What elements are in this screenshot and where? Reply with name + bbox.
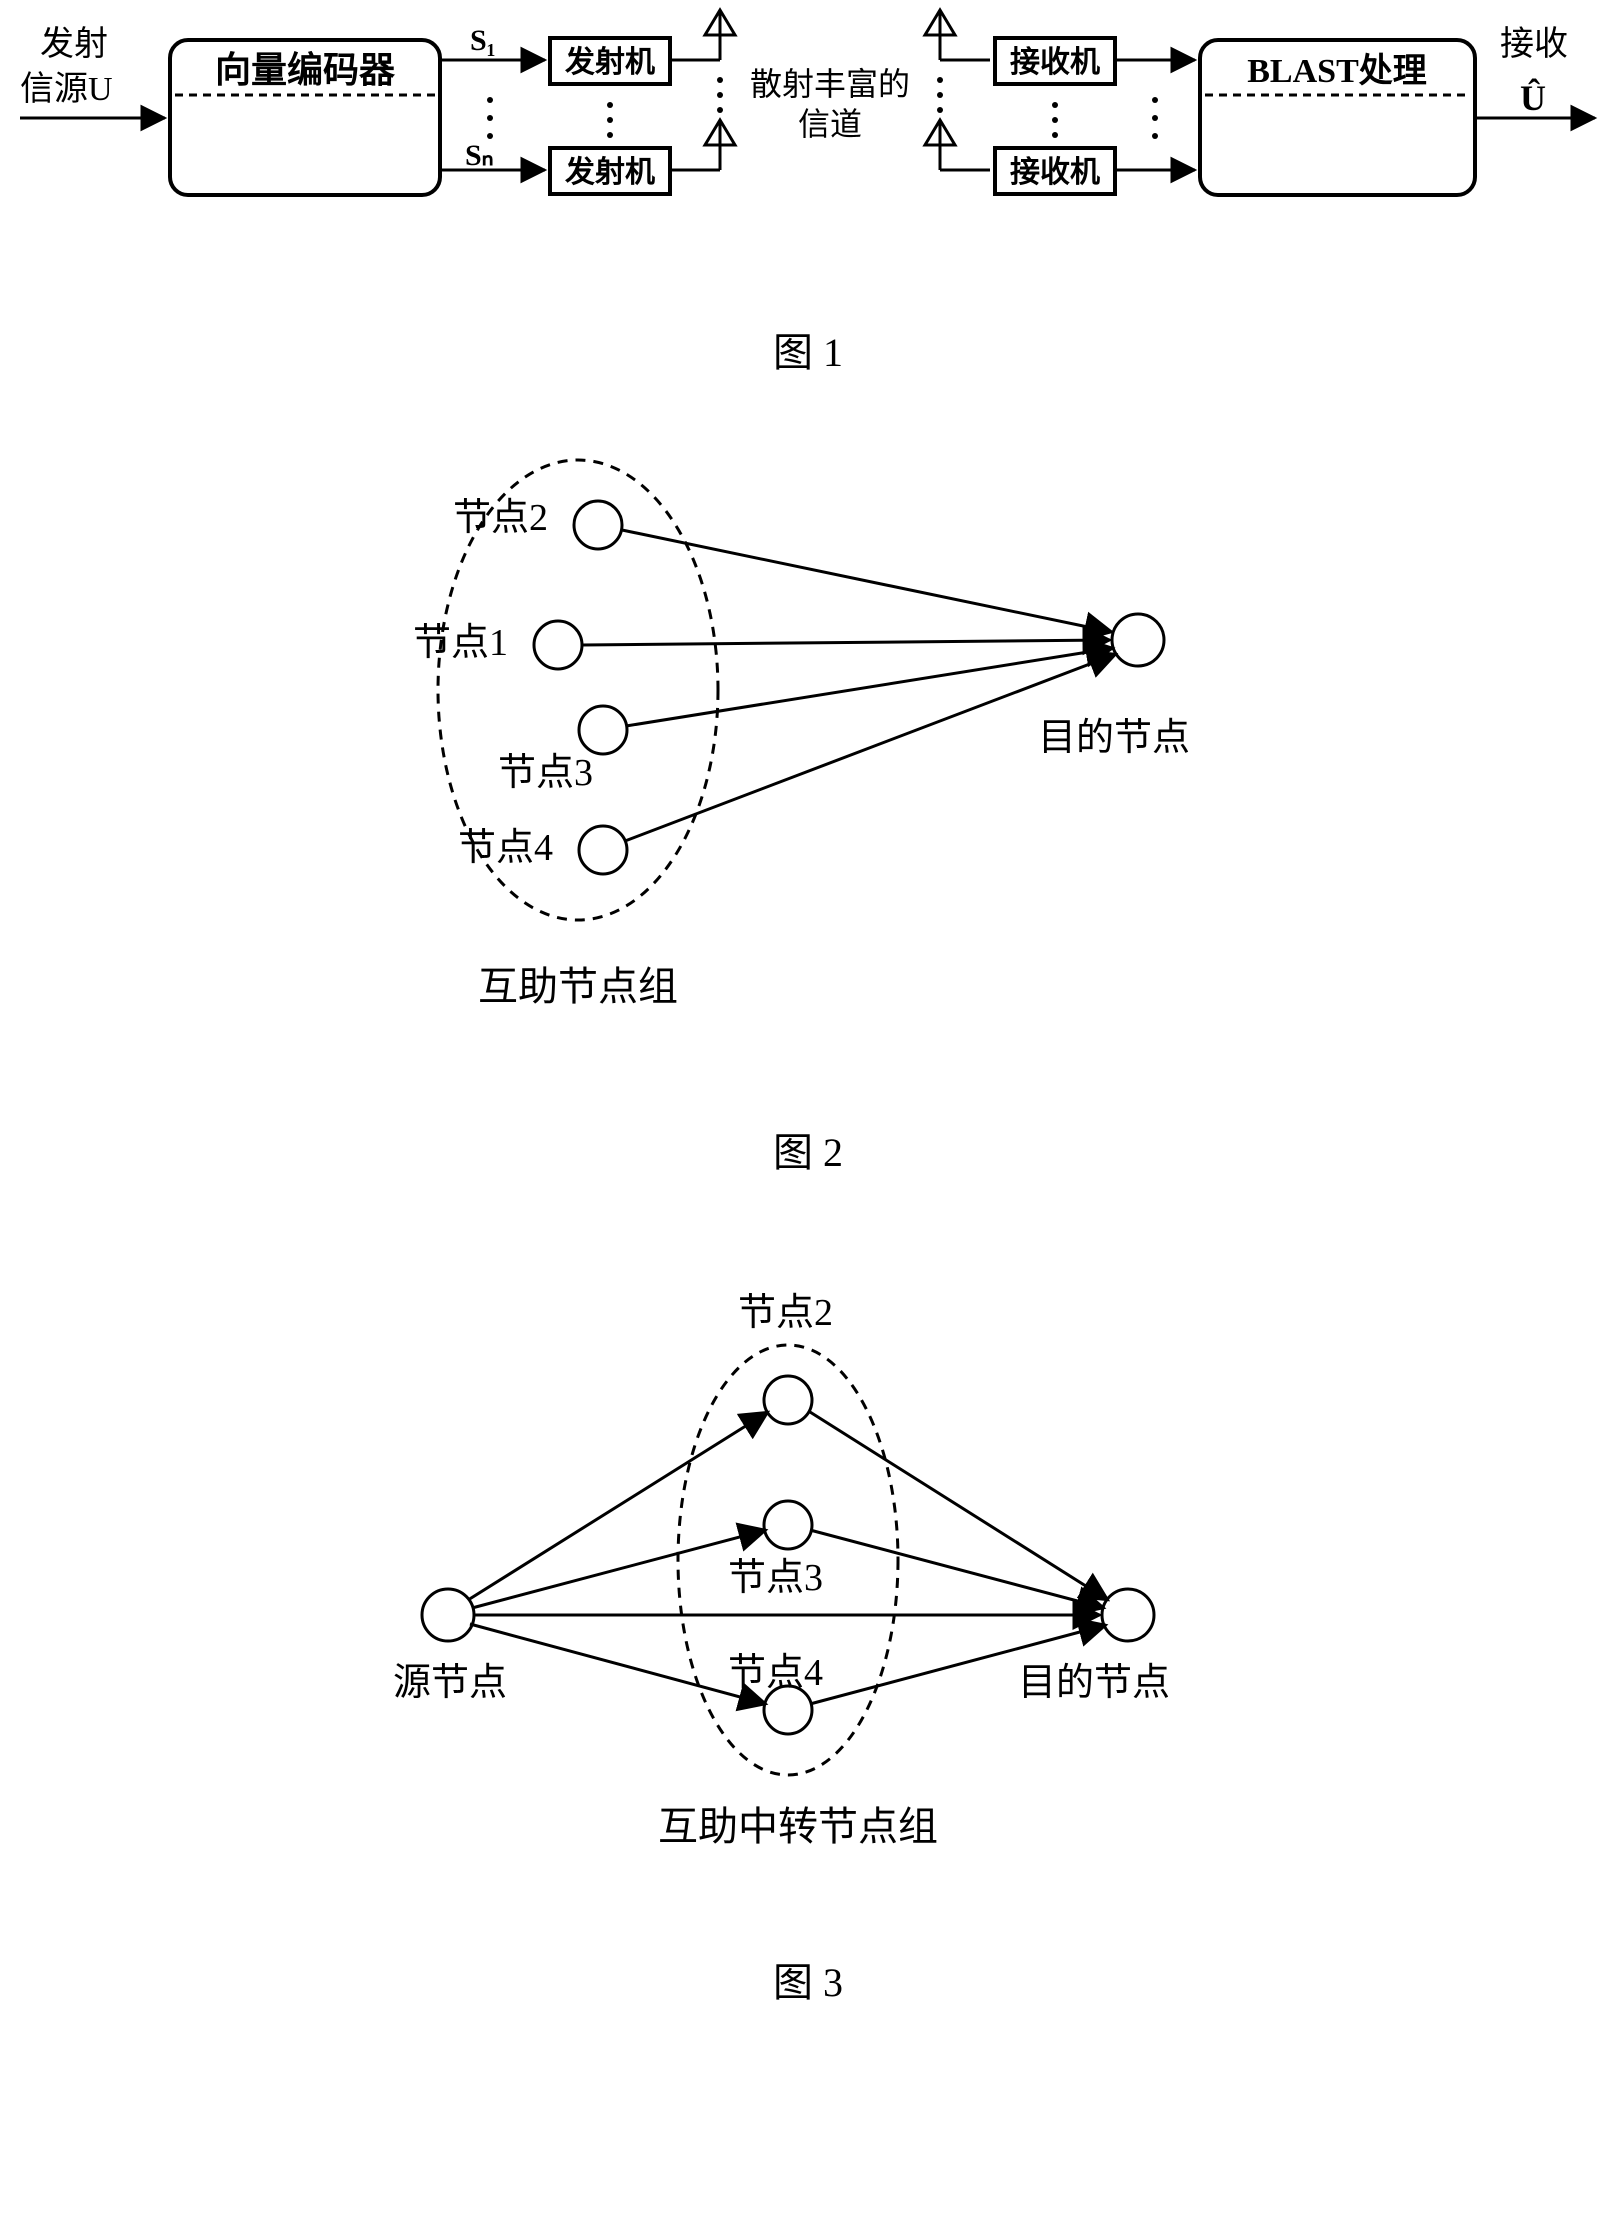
rx-dots [1052, 102, 1058, 108]
rx-ant-dots [937, 92, 943, 98]
tx-dots [607, 102, 613, 108]
edge-src-n4 [470, 1624, 766, 1704]
edge-n3-dest [626, 648, 1113, 726]
dest-label-f3: 目的节点 [1018, 1662, 1170, 1704]
coop-group-label: 互助节点组 [478, 964, 678, 1009]
encoder-label: 向量编码器 [215, 50, 396, 90]
rx-antenna-bot [925, 120, 990, 170]
node3-circle [579, 706, 627, 754]
page: 发射 信源U 向量编码器 S₁ Sₙ 发射机 发射机 [0, 0, 1616, 2240]
node3-label-f3: 节点3 [728, 1557, 823, 1599]
edge-n2-dest [622, 530, 1112, 632]
rx-dots [1052, 117, 1058, 123]
tx-antenna-bot [670, 120, 735, 170]
rx-ant-dots [937, 107, 943, 113]
relay-group-label: 互助中转节点组 [658, 1804, 938, 1849]
rx-label-bot: 接收机 [1010, 156, 1100, 189]
rx-ant-dots [937, 77, 943, 83]
edge-src-n2 [468, 1412, 768, 1600]
node4-label: 节点4 [458, 827, 553, 869]
blast-in-dots [1152, 133, 1158, 139]
tx-dots [607, 132, 613, 138]
rx-antenna-top [925, 10, 990, 60]
rx-dots [1052, 132, 1058, 138]
tx-label-top: 发射机 [564, 46, 655, 79]
dest-circle [1112, 614, 1164, 666]
figure3-diagram: 节点2 源节点 节点3 节点4 目的节点 互助中转节点组 [358, 1290, 1258, 1850]
figure2-diagram: 节点2 节点1 节点3 节点4 目的节点 互助节点组 [358, 450, 1258, 1010]
edge-n1-dest [582, 640, 1110, 645]
tx-ant-dots [717, 77, 723, 83]
figure3-caption: 图 3 [0, 1950, 1616, 2008]
node4-circle [579, 826, 627, 874]
blast-in-dots [1152, 115, 1158, 121]
tx-antenna-top [670, 10, 735, 60]
node3-label: 节点3 [498, 752, 593, 794]
source-label-line1: 发射 [40, 25, 108, 63]
node2-label: 节点2 [453, 497, 548, 539]
node4-label-f3: 节点4 [728, 1652, 823, 1694]
src-label: 源节点 [393, 1662, 507, 1704]
channel-label-l1: 散射丰富的 [750, 66, 910, 102]
sn-label: Sₙ [465, 139, 494, 172]
blast-label: BLAST处理 [1247, 52, 1427, 90]
node1-circle [534, 621, 582, 669]
recv-label: 接收 [1500, 25, 1568, 63]
relay-node2-circle [764, 1376, 812, 1424]
src-circle [422, 1589, 474, 1641]
u-hat-label: Û [1520, 78, 1546, 118]
node2-label-f3: 节点2 [738, 1292, 833, 1334]
figure1-caption: 图 1 [0, 320, 1616, 378]
s1-label: S₁ [470, 24, 496, 57]
tx-label-bot: 发射机 [564, 156, 655, 189]
tx-dots [607, 117, 613, 123]
dest-label: 目的节点 [1038, 717, 1190, 759]
node1-label: 节点1 [413, 622, 508, 664]
rx-label-top: 接收机 [1010, 46, 1100, 79]
figure2-caption: 图 2 [0, 1120, 1616, 1178]
channel-label-l2: 信道 [798, 106, 862, 142]
relay-node3-circle [764, 1501, 812, 1549]
figure1-diagram: 发射 信源U 向量编码器 S₁ Sₙ 发射机 发射机 [0, 0, 1616, 280]
source-label-line2: 信源U [20, 70, 113, 108]
tx-ant-dots [717, 107, 723, 113]
encoder-dots [487, 97, 493, 103]
encoder-dots [487, 115, 493, 121]
dest-circle-f3 [1102, 1589, 1154, 1641]
edge-n2-dest-f3 [810, 1412, 1108, 1600]
node2-circle [574, 501, 622, 549]
blast-in-dots [1152, 97, 1158, 103]
tx-ant-dots [717, 92, 723, 98]
